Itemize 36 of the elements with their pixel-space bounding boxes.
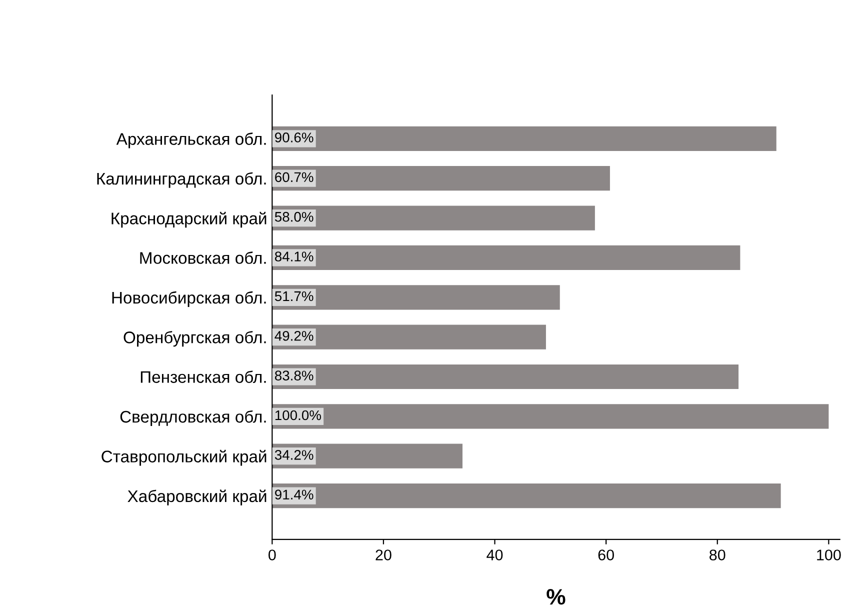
data-label: 58.0% [274,212,314,222]
bar [272,166,610,191]
x-axis-title: % [546,589,566,605]
x-tick-label: 80 [710,550,726,560]
data-label: 90.6% [275,132,314,142]
data-label: 51.7% [274,291,314,302]
y-tick-label: Калининградская обл. [97,172,266,188]
bar [272,364,739,390]
data-label: 100.0% [275,410,321,420]
x-tick-label: 40 [486,550,503,560]
bar [272,206,595,230]
y-tick-label: Хабаровский край [128,490,266,506]
y-tick-label: Ставропольский край [102,450,266,466]
bar [272,404,829,429]
y-tick-label: Свердловская обл. [120,410,266,426]
data-label: 49.2% [274,330,314,341]
y-tick-label: Пензенская обл. [140,370,266,383]
data-label: 60.7% [275,172,314,182]
data-label: 83.8% [274,370,314,380]
bar [272,483,781,508]
x-tick-label: 0 [268,550,276,560]
x-tick-label: 60 [598,550,614,560]
x-tick-label: 100 [817,550,841,560]
y-tick-label: Краснодарский край [112,212,266,228]
data-label: 91.4% [275,490,314,500]
data-label: 84.1% [274,252,314,262]
bar [272,126,776,151]
y-tick-label: Новосибирская обл. [112,291,266,307]
bar [272,324,546,350]
x-tick-label: 20 [376,550,392,560]
y-tick-label: Московская обл. [140,252,266,264]
bar [272,285,560,310]
bar [272,245,740,270]
y-tick-label: Архангельская обл. [116,132,266,148]
y-tick-label: Оренбургская обл. [124,330,266,347]
data-label: 34.2% [274,450,314,460]
